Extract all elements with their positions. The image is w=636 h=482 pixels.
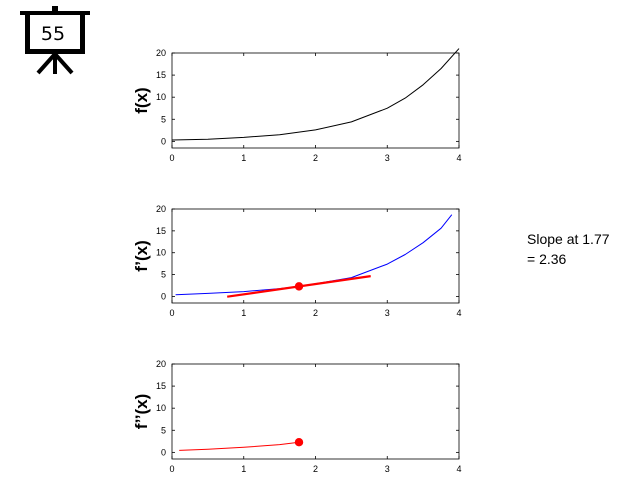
plot-2-ytick-label: 5 <box>161 270 166 280</box>
plot-1-series-line <box>171 48 460 141</box>
plot-2-xtick-label: 3 <box>385 308 390 318</box>
plot-3-marker-point <box>294 438 304 447</box>
plot-1-xtick-label: 0 <box>169 153 174 163</box>
plot-2-xtick-label: 4 <box>456 308 461 318</box>
plot-2-ytick-label: 10 <box>156 248 166 258</box>
plot-1-ytick-label: 10 <box>156 92 166 102</box>
plot-3-series-line <box>179 441 300 451</box>
plot-1-xtick-label: 2 <box>313 153 318 163</box>
slope-annotation: Slope at 1.77 = 2.36 <box>527 229 627 269</box>
plot-2-ylabel: f’(x) <box>132 240 151 271</box>
plot-3-xtick-label: 0 <box>169 464 174 474</box>
plot-3-ytick-label: 0 <box>161 447 166 457</box>
plot-2-xtick-label: 0 <box>169 308 174 318</box>
plot-1-ytick-label: 5 <box>161 114 166 124</box>
plot-2-ytick-label: 20 <box>156 204 166 214</box>
plot-3-frame <box>171 363 460 460</box>
plot-2-marker-point <box>294 282 304 291</box>
plot-1-ylabel: f(x) <box>132 87 151 113</box>
slope-annotation-line1: Slope at 1.77 <box>527 231 610 247</box>
plot-3-ytick-label: 15 <box>156 381 166 391</box>
plot-2-frame <box>171 208 460 304</box>
slide-number: 55 <box>40 23 66 45</box>
plot-2-ytick-label: 15 <box>156 226 166 236</box>
plot-3-xtick-label: 4 <box>456 464 461 474</box>
plot-3-xtick-label: 1 <box>241 464 246 474</box>
plot-3-ylabel: f’’(x) <box>132 394 151 430</box>
plot-3-xtick-label: 3 <box>385 464 390 474</box>
plot-1-xtick-label: 4 <box>456 153 461 163</box>
plot-3-ytick-label: 5 <box>161 425 166 435</box>
plot-3-ytick-label: 20 <box>156 359 166 369</box>
plot-2-ytick-label: 0 <box>161 291 166 301</box>
plot-2-series-line <box>175 214 453 296</box>
slide-easel-icon <box>20 6 90 75</box>
plot-1-xtick-label: 3 <box>385 153 390 163</box>
plot-1-ytick-label: 20 <box>156 48 166 58</box>
plot-3-ytick-label: 10 <box>156 403 166 413</box>
plot-3-xtick-label: 2 <box>313 464 318 474</box>
plot-2-xtick-label: 2 <box>313 308 318 318</box>
plot-1-xtick-label: 1 <box>241 153 246 163</box>
plot-1-frame <box>171 52 460 149</box>
plot-2-xtick-label: 1 <box>241 308 246 318</box>
slope-annotation-line2: = 2.36 <box>527 251 567 267</box>
plot-1-ytick-label: 15 <box>156 70 166 80</box>
plot-1-ytick-label: 0 <box>161 136 166 146</box>
